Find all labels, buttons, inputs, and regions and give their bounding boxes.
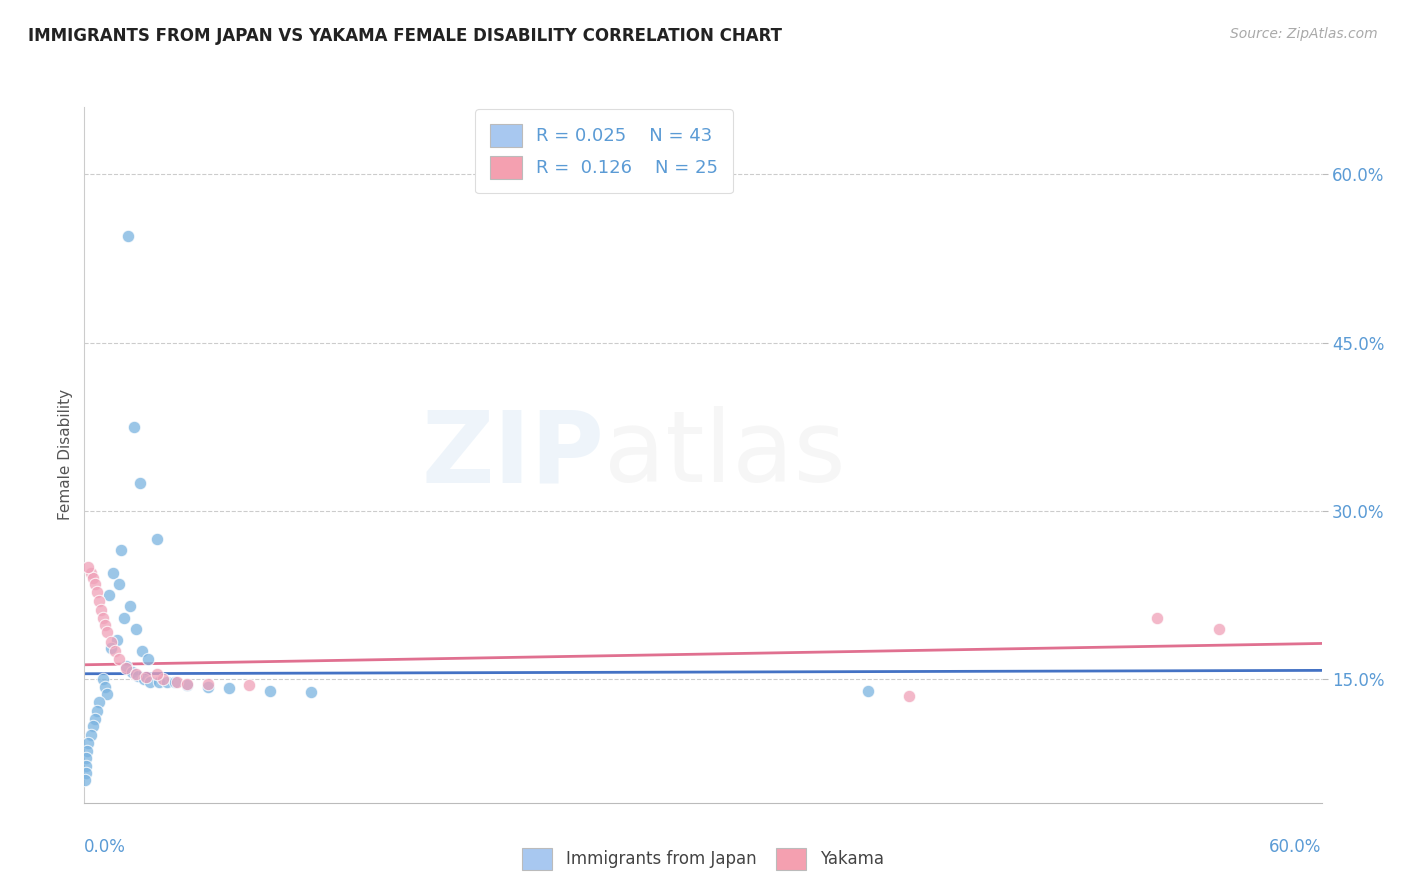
Point [136,652,159,666]
Point [152,673,174,687]
Point [125,622,148,636]
Point [91,610,114,624]
Point [898,689,921,703]
Legend: Immigrants from Japan, Yakama: Immigrants from Japan, Yakama [515,840,891,878]
Point [75,758,97,772]
Point [129,475,152,490]
Point [76,744,98,758]
Point [134,673,156,687]
Text: atlas: atlas [605,407,845,503]
Point [112,610,135,624]
Point [104,644,127,658]
Text: Source: ZipAtlas.com: Source: ZipAtlas.com [1230,27,1378,41]
Point [90,603,112,617]
Point [114,661,136,675]
Point [118,599,141,614]
Point [166,674,188,689]
Point [156,674,179,689]
Point [299,684,322,698]
Point [856,683,879,698]
Point [83,577,105,591]
Point [103,566,125,580]
Y-axis label: Female Disability: Female Disability [58,389,73,521]
Point [122,420,145,434]
Point [238,678,260,692]
Point [114,659,136,673]
Point [98,588,121,602]
Point [87,695,110,709]
Point [83,712,105,726]
Point [125,666,148,681]
Point [148,674,170,689]
Point [108,652,131,666]
Point [77,560,100,574]
Point [1146,610,1168,624]
Text: 60.0%: 60.0% [1270,838,1322,855]
Point [121,665,143,679]
Point [145,532,167,546]
Point [176,678,198,692]
Point [176,677,198,691]
Text: 0.0%: 0.0% [84,838,127,855]
Point [127,669,149,683]
Text: IMMIGRANTS FROM JAPAN VS YAKAMA FEMALE DISABILITY CORRELATION CHART: IMMIGRANTS FROM JAPAN VS YAKAMA FEMALE D… [28,27,782,45]
Point [94,618,117,632]
Point [75,751,97,765]
Point [79,729,101,743]
Point [79,566,101,580]
Point [100,635,122,649]
Point [1208,622,1230,636]
Point [197,677,219,691]
Point [108,577,131,591]
Point [165,674,187,689]
Point [94,680,117,694]
Text: ZIP: ZIP [422,407,605,503]
Point [139,674,162,689]
Point [82,571,104,585]
Point [75,765,97,780]
Point [131,644,153,658]
Point [91,673,114,687]
Point [117,229,139,244]
Point [96,687,118,701]
Point [135,670,157,684]
Point [145,666,167,681]
Point [96,625,118,640]
Point [100,640,122,655]
Point [86,584,108,599]
Point [75,773,97,788]
Point [87,594,110,608]
Point [86,704,108,718]
Point [259,683,281,698]
Point [77,736,100,750]
Point [218,681,240,696]
Point [197,680,219,694]
Point [105,633,128,648]
Point [110,543,132,558]
Point [82,719,104,733]
